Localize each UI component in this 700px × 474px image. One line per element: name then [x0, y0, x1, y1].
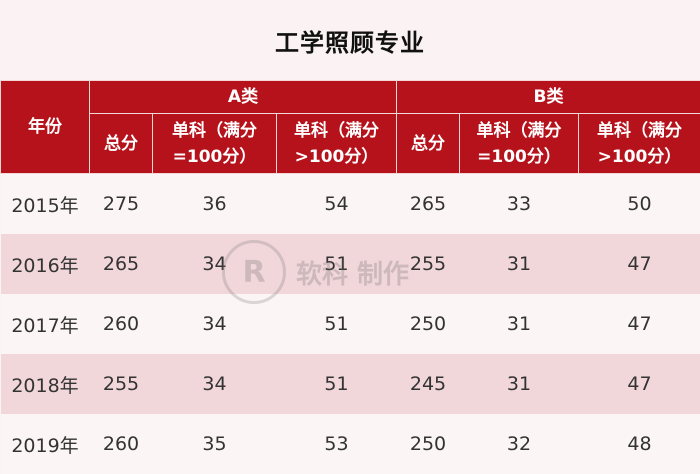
header-group-b: B类 — [395, 80, 700, 114]
cell-b-eq: 33 — [459, 173, 579, 234]
cell-a-gt: 51 — [276, 234, 397, 294]
header-year: 年份 — [0, 80, 90, 174]
cell-a-eq: 34 — [152, 354, 277, 414]
header-b-single-eq: 单科（满分=100分） — [459, 113, 579, 174]
header-a-total: 总分 — [89, 113, 153, 174]
cell-a-gt: 53 — [276, 414, 397, 474]
cell-b-total: 250 — [396, 414, 460, 474]
cell-a-eq: 34 — [152, 234, 277, 294]
cell-b-total: 265 — [396, 173, 460, 234]
cell-a-eq: 35 — [152, 414, 277, 474]
cell-year: 2017年 — [0, 294, 90, 354]
table-row: 2015年 275 36 54 265 33 50 — [0, 173, 700, 234]
cell-year: 2016年 — [0, 234, 90, 294]
table-row: 2016年 265 34 51 255 31 47 — [0, 234, 700, 294]
cell-year: 2018年 — [0, 354, 90, 414]
header-b-total: 总分 — [396, 113, 460, 174]
cell-b-eq: 31 — [459, 294, 579, 354]
header-b-single-gt: 单科（满分>100分） — [577, 113, 700, 174]
header-a-single-eq: 单科（满分=100分） — [152, 113, 277, 174]
cell-b-gt: 50 — [578, 173, 700, 234]
cell-b-gt: 47 — [578, 294, 700, 354]
cell-b-total: 250 — [396, 294, 460, 354]
cell-b-eq: 31 — [459, 354, 579, 414]
cell-a-total: 260 — [89, 414, 153, 474]
cell-b-eq: 31 — [459, 234, 579, 294]
cell-b-gt: 47 — [578, 354, 700, 414]
table-title: 工学照顾专业 — [275, 28, 425, 57]
cell-b-eq: 32 — [459, 414, 579, 474]
cell-a-total: 255 — [89, 354, 153, 414]
cell-a-gt: 51 — [276, 354, 397, 414]
cell-b-total: 245 — [396, 354, 460, 414]
cell-a-eq: 34 — [152, 294, 277, 354]
header-a-single-gt: 单科（满分>100分） — [276, 113, 397, 174]
cell-year: 2019年 — [0, 414, 90, 474]
cell-b-total: 255 — [396, 234, 460, 294]
cell-year: 2015年 — [0, 173, 90, 234]
cell-a-gt: 54 — [276, 173, 397, 234]
cell-b-gt: 47 — [578, 234, 700, 294]
table-row: 2018年 255 34 51 245 31 47 — [0, 354, 700, 414]
cell-a-total: 260 — [89, 294, 153, 354]
cell-a-total: 265 — [89, 234, 153, 294]
table-row: 2017年 260 34 51 250 31 47 — [0, 294, 700, 354]
table-row: 2019年 260 35 53 250 32 48 — [0, 414, 700, 474]
cell-a-eq: 36 — [152, 173, 277, 234]
header-group-a: A类 — [89, 80, 397, 114]
cell-a-gt: 51 — [276, 294, 397, 354]
cell-b-gt: 48 — [578, 414, 700, 474]
cell-a-total: 275 — [89, 173, 153, 234]
score-table: 年份 A类 B类 总分 单科（满分=100分） 单科（满分>100分） 总分 单… — [0, 80, 700, 474]
